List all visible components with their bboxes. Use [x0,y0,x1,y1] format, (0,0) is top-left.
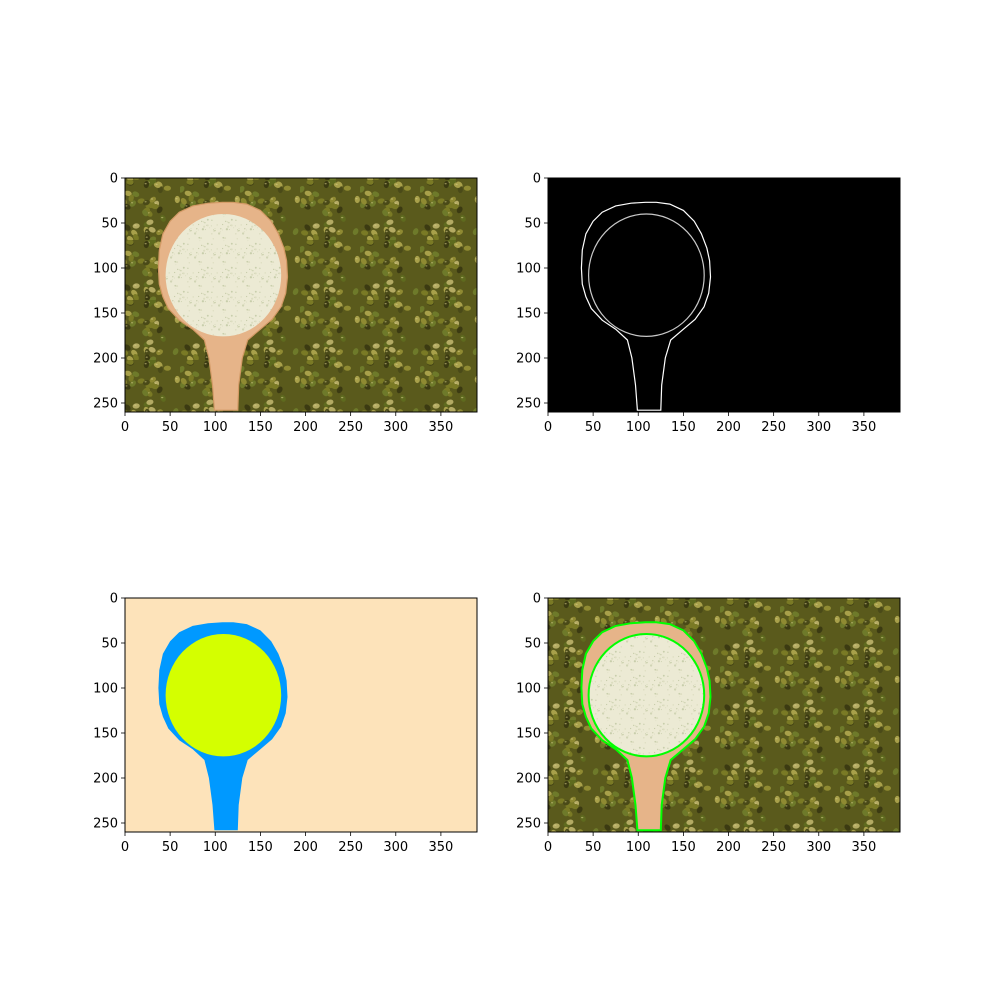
y-tick-label: 150 [93,307,118,322]
axes-frame [547,597,901,833]
image-area [548,178,900,412]
image-area [125,178,477,412]
y-tick-label: 100 [93,682,118,697]
y-tick-label: 50 [524,217,541,232]
y-tick-label: 50 [101,637,118,652]
y-tick-label: 200 [516,772,541,787]
x-tick-label: 350 [851,420,876,435]
panel-contour-overlay: 0 50 100 150 200 250 300 350 0 50 100 150 200 250 [516,592,901,855]
flour-in-spoon [588,634,705,757]
flour-in-spoon [165,214,282,337]
x-tick-label: 250 [761,420,786,435]
y-tick-label: 250 [93,397,118,412]
edge-background [548,178,900,412]
x-tick-label: 0 [544,420,552,435]
y-tick-label: 50 [101,217,118,232]
axes-frame [124,177,478,413]
x-tick-label: 150 [248,840,273,855]
x-tick-label: 300 [806,420,831,435]
x-tick-label: 350 [428,420,453,435]
y-tick-label: 0 [110,172,118,187]
x-tick-label: 300 [383,420,408,435]
y-tick-label: 0 [110,592,118,607]
image-area [548,598,900,832]
y-tick-label: 100 [93,262,118,277]
x-tick-label: 250 [338,840,363,855]
x-tick-label: 50 [162,840,179,855]
y-tick-label: 250 [516,397,541,412]
x-tick-label: 100 [626,840,651,855]
x-tick-label: 0 [121,840,129,855]
x-tick-label: 250 [761,840,786,855]
x-tick-label: 150 [248,420,273,435]
y-tick-label: 150 [516,727,541,742]
x-tick-label: 50 [162,420,179,435]
y-tick-label: 150 [516,307,541,322]
y-tick-label: 100 [516,682,541,697]
inner-edge [588,213,705,338]
segment-bowl [165,634,282,757]
x-tick-label: 250 [338,420,363,435]
x-tick-label: 300 [383,840,408,855]
y-tick-label: 200 [516,352,541,367]
x-tick-label: 350 [851,840,876,855]
y-tick-label: 250 [516,817,541,832]
image-area [125,598,477,832]
inner-contour [587,633,706,758]
axes-frame [547,177,901,413]
panel-segmentation: 0 50 100 150 200 250 300 350 0 50 100 150 200 250 [93,592,478,855]
outer-contour [580,621,712,832]
y-tick-label: 200 [93,352,118,367]
x-tick-label: 100 [626,420,651,435]
y-tick-label: 250 [93,817,118,832]
x-tick-label: 200 [293,840,318,855]
y-tick-label: 0 [533,592,541,607]
panel-edge-map: 0 50 100 150 200 250 300 350 0 50 100 150 200 250 [516,172,901,435]
outer-edge [580,201,712,411]
axes-frame [124,597,478,833]
y-tick-label: 100 [516,262,541,277]
y-tick-label: 50 [524,637,541,652]
panel-original-photo: 0 50 100 150 200 250 300 350 0 50 100 150 200 250 [93,172,478,435]
y-tick-label: 0 [533,172,541,187]
x-tick-label: 350 [428,840,453,855]
x-tick-label: 100 [203,840,228,855]
x-tick-label: 150 [671,840,696,855]
x-tick-label: 50 [585,840,602,855]
y-tick-label: 150 [93,727,118,742]
x-tick-label: 150 [671,420,696,435]
x-tick-label: 300 [806,840,831,855]
y-tick-label: 200 [93,772,118,787]
x-tick-label: 200 [293,420,318,435]
x-tick-label: 50 [585,420,602,435]
x-tick-label: 0 [544,840,552,855]
x-tick-label: 0 [121,420,129,435]
x-tick-label: 200 [716,420,741,435]
x-tick-label: 200 [716,840,741,855]
x-tick-label: 100 [203,420,228,435]
